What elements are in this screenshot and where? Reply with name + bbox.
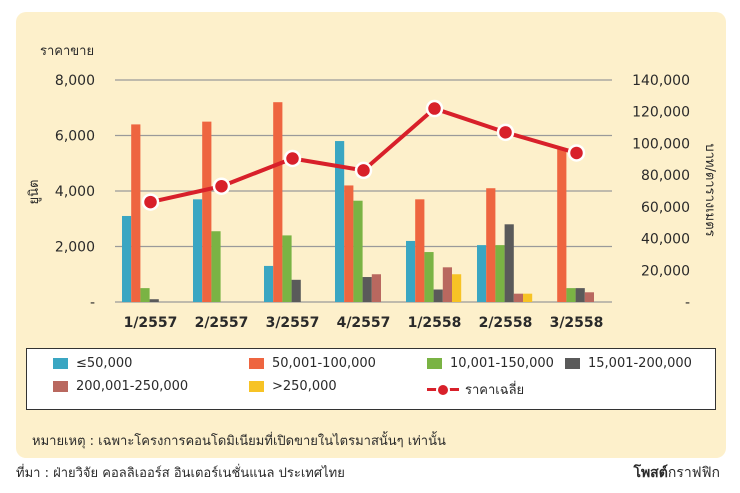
legend-label: >250,000 xyxy=(272,379,337,394)
right-tick-label: 100,000 xyxy=(632,136,690,152)
legend-item: ราคาเฉลี่ย xyxy=(427,379,524,400)
bar xyxy=(523,293,533,302)
bar xyxy=(486,188,496,302)
legend-item: 15,001-200,000 xyxy=(565,356,692,371)
gridlines xyxy=(115,79,612,303)
bar-marks xyxy=(122,102,594,303)
bar xyxy=(202,121,212,302)
right-axis-ticks: 140,000 120,000 100,000 80,000 60,000 40,000 2… xyxy=(632,73,690,311)
legend-swatch xyxy=(53,381,68,392)
right-tick-label: 60,000 xyxy=(641,200,690,216)
bar xyxy=(291,279,301,302)
line-point xyxy=(354,161,373,180)
bar xyxy=(575,288,585,302)
bar xyxy=(406,240,416,302)
legend-swatch xyxy=(427,358,442,369)
bar xyxy=(557,149,567,302)
bar xyxy=(211,231,221,302)
left-tick-label: 4,000 xyxy=(55,184,95,200)
bar xyxy=(149,299,159,302)
line-point xyxy=(567,144,586,162)
category-label: 4/2557 xyxy=(337,315,391,331)
category-label: 2/2557 xyxy=(195,315,249,331)
bar xyxy=(415,199,425,302)
bar xyxy=(335,141,345,302)
right-tick-label: 80,000 xyxy=(641,168,690,184)
legend-swatch xyxy=(249,358,264,369)
category-label: 1/2558 xyxy=(408,315,462,331)
right-axis-title: บาท/ตารางเมตร xyxy=(702,143,717,236)
bar xyxy=(353,200,363,302)
source-credit: ที่มา : ฝ่ายวิจัย คอลลิเออร์ส อินเตอร์เน… xyxy=(16,466,345,481)
category-labels: 1/2557 2/2557 3/2557 4/2557 1/2558 2/2558 3/25… xyxy=(124,315,604,331)
legend-label: 200,001-250,000 xyxy=(76,379,189,394)
bar xyxy=(344,185,354,302)
combo-bar-line-chart: 8,000 6,000 4,000 2,000 - 140,000 120,000 100,… xyxy=(27,44,717,331)
bar xyxy=(504,224,514,302)
legend-label: 15,001-200,000 xyxy=(588,356,692,371)
bar xyxy=(566,288,576,302)
legend-label: 10,001-150,000 xyxy=(450,356,554,371)
left-axis-title: ยูนิต xyxy=(27,180,42,205)
bar xyxy=(433,289,443,302)
legend-label: 50,001-100,000 xyxy=(272,356,376,371)
category-label: 3/2558 xyxy=(550,315,604,331)
line-point xyxy=(496,123,515,142)
bar xyxy=(371,274,381,302)
bar xyxy=(452,274,462,302)
legend-label: ≤50,000 xyxy=(76,356,133,371)
category-label: 3/2557 xyxy=(266,315,320,331)
bar xyxy=(424,252,434,302)
line-point xyxy=(141,193,160,211)
right-tick-label: 40,000 xyxy=(641,232,690,248)
bar xyxy=(282,235,292,302)
left-tick-label: - xyxy=(90,295,95,311)
legend-label: ราคาเฉลี่ย xyxy=(465,383,525,398)
left-tick-label: 2,000 xyxy=(55,240,95,256)
left-axis-ticks: 8,000 6,000 4,000 2,000 - xyxy=(55,73,95,311)
legend-swatch xyxy=(249,381,264,392)
bar xyxy=(513,293,523,302)
legend-line-swatch xyxy=(427,382,459,397)
left-axis-top-label: ราคาขาย xyxy=(40,44,94,59)
legend: ≤50,000 50,001-100,000 10,001-150,000 15,00… xyxy=(26,348,716,410)
line-point xyxy=(283,149,302,168)
bar xyxy=(193,199,203,302)
brand-credit: โพสต์กราฟฟิก xyxy=(633,462,720,484)
brand-rest: กราฟฟิก xyxy=(667,465,720,481)
bar xyxy=(495,245,505,302)
bar xyxy=(584,292,594,302)
line-point xyxy=(212,177,231,195)
legend-item: ≤50,000 xyxy=(53,356,132,371)
right-tick-label: - xyxy=(685,295,690,311)
legend-swatch xyxy=(53,358,68,369)
category-label: 1/2557 xyxy=(124,315,178,331)
right-tick-label: 120,000 xyxy=(632,105,690,121)
bar xyxy=(362,277,372,302)
bar xyxy=(264,265,274,302)
legend-item: >250,000 xyxy=(249,379,337,394)
bar xyxy=(140,288,150,302)
bar xyxy=(442,267,452,302)
bar xyxy=(273,102,283,302)
bar xyxy=(131,124,141,303)
right-tick-label: 20,000 xyxy=(641,263,690,279)
legend-swatch xyxy=(565,358,580,369)
legend-item: 200,001-250,000 xyxy=(53,379,188,394)
left-tick-label: 6,000 xyxy=(55,129,95,145)
legend-item: 10,001-150,000 xyxy=(427,356,554,371)
average-price-line xyxy=(141,99,586,211)
line-point xyxy=(425,99,444,118)
brand-bold: โพสต์ xyxy=(633,465,668,481)
left-tick-label: 8,000 xyxy=(55,73,95,89)
bar xyxy=(477,245,487,302)
bar xyxy=(122,215,132,302)
footnote: หมายเหตุ : เฉพาะโครงการคอนโดมิเนียมที่เป… xyxy=(32,434,446,449)
legend-item: 50,001-100,000 xyxy=(249,356,376,371)
category-label: 2/2558 xyxy=(479,315,533,331)
right-tick-label: 140,000 xyxy=(632,73,690,89)
